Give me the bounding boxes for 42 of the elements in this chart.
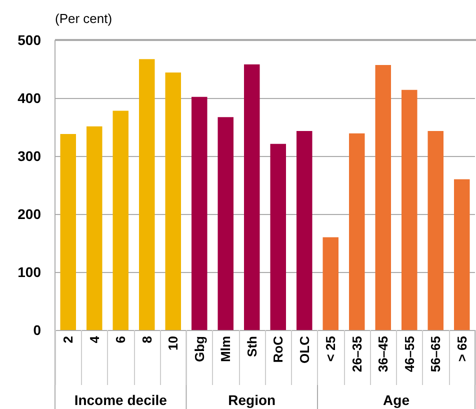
x-tick-label: Mlm bbox=[218, 336, 234, 362]
y-tick-label: 400 bbox=[18, 90, 42, 106]
bar bbox=[165, 72, 181, 330]
bar bbox=[402, 90, 418, 330]
y-tick-label: 300 bbox=[18, 148, 42, 164]
bar bbox=[428, 131, 444, 330]
bar bbox=[375, 64, 391, 330]
y-tick-label: 200 bbox=[18, 206, 42, 222]
bar bbox=[244, 64, 260, 330]
x-tick-label: 36–45 bbox=[376, 336, 391, 372]
y-tick-label: 0 bbox=[33, 322, 42, 338]
x-tick-label: Sth bbox=[244, 336, 260, 357]
bar bbox=[139, 59, 155, 330]
x-tick-label: 6 bbox=[113, 336, 128, 344]
bar bbox=[218, 117, 234, 330]
y-tick-label: 100 bbox=[18, 264, 42, 280]
text: Income decile bbox=[74, 392, 168, 408]
x-tick-label: RoC bbox=[270, 335, 286, 363]
x-tick-label: < 25 bbox=[323, 336, 338, 362]
x-tick-label: > 65 bbox=[454, 336, 470, 362]
x-tick-label: OLC bbox=[296, 335, 312, 364]
x-tick-label: Gbg bbox=[192, 336, 207, 362]
bar bbox=[296, 131, 312, 330]
bar bbox=[192, 96, 208, 330]
text: Region bbox=[228, 392, 276, 408]
bar bbox=[270, 144, 286, 330]
x-tick-label: 10 bbox=[166, 336, 181, 350]
x-tick-label: 2 bbox=[60, 336, 76, 344]
bar bbox=[322, 237, 338, 330]
bar bbox=[86, 126, 102, 330]
text: Age bbox=[383, 392, 410, 408]
x-tick-label: 8 bbox=[139, 336, 154, 344]
x-tick-label: 4 bbox=[86, 335, 102, 344]
x-tick-label: 56–65 bbox=[428, 336, 444, 372]
bar bbox=[349, 133, 365, 330]
bar bbox=[454, 179, 470, 330]
bar bbox=[60, 134, 76, 330]
bar bbox=[112, 110, 128, 330]
x-tick-label: 26–35 bbox=[349, 336, 364, 372]
x-tick-label: 46–55 bbox=[402, 336, 417, 372]
y-tick-label: 500 bbox=[18, 32, 42, 48]
y-axis-title: (Per cent) bbox=[55, 11, 112, 26]
